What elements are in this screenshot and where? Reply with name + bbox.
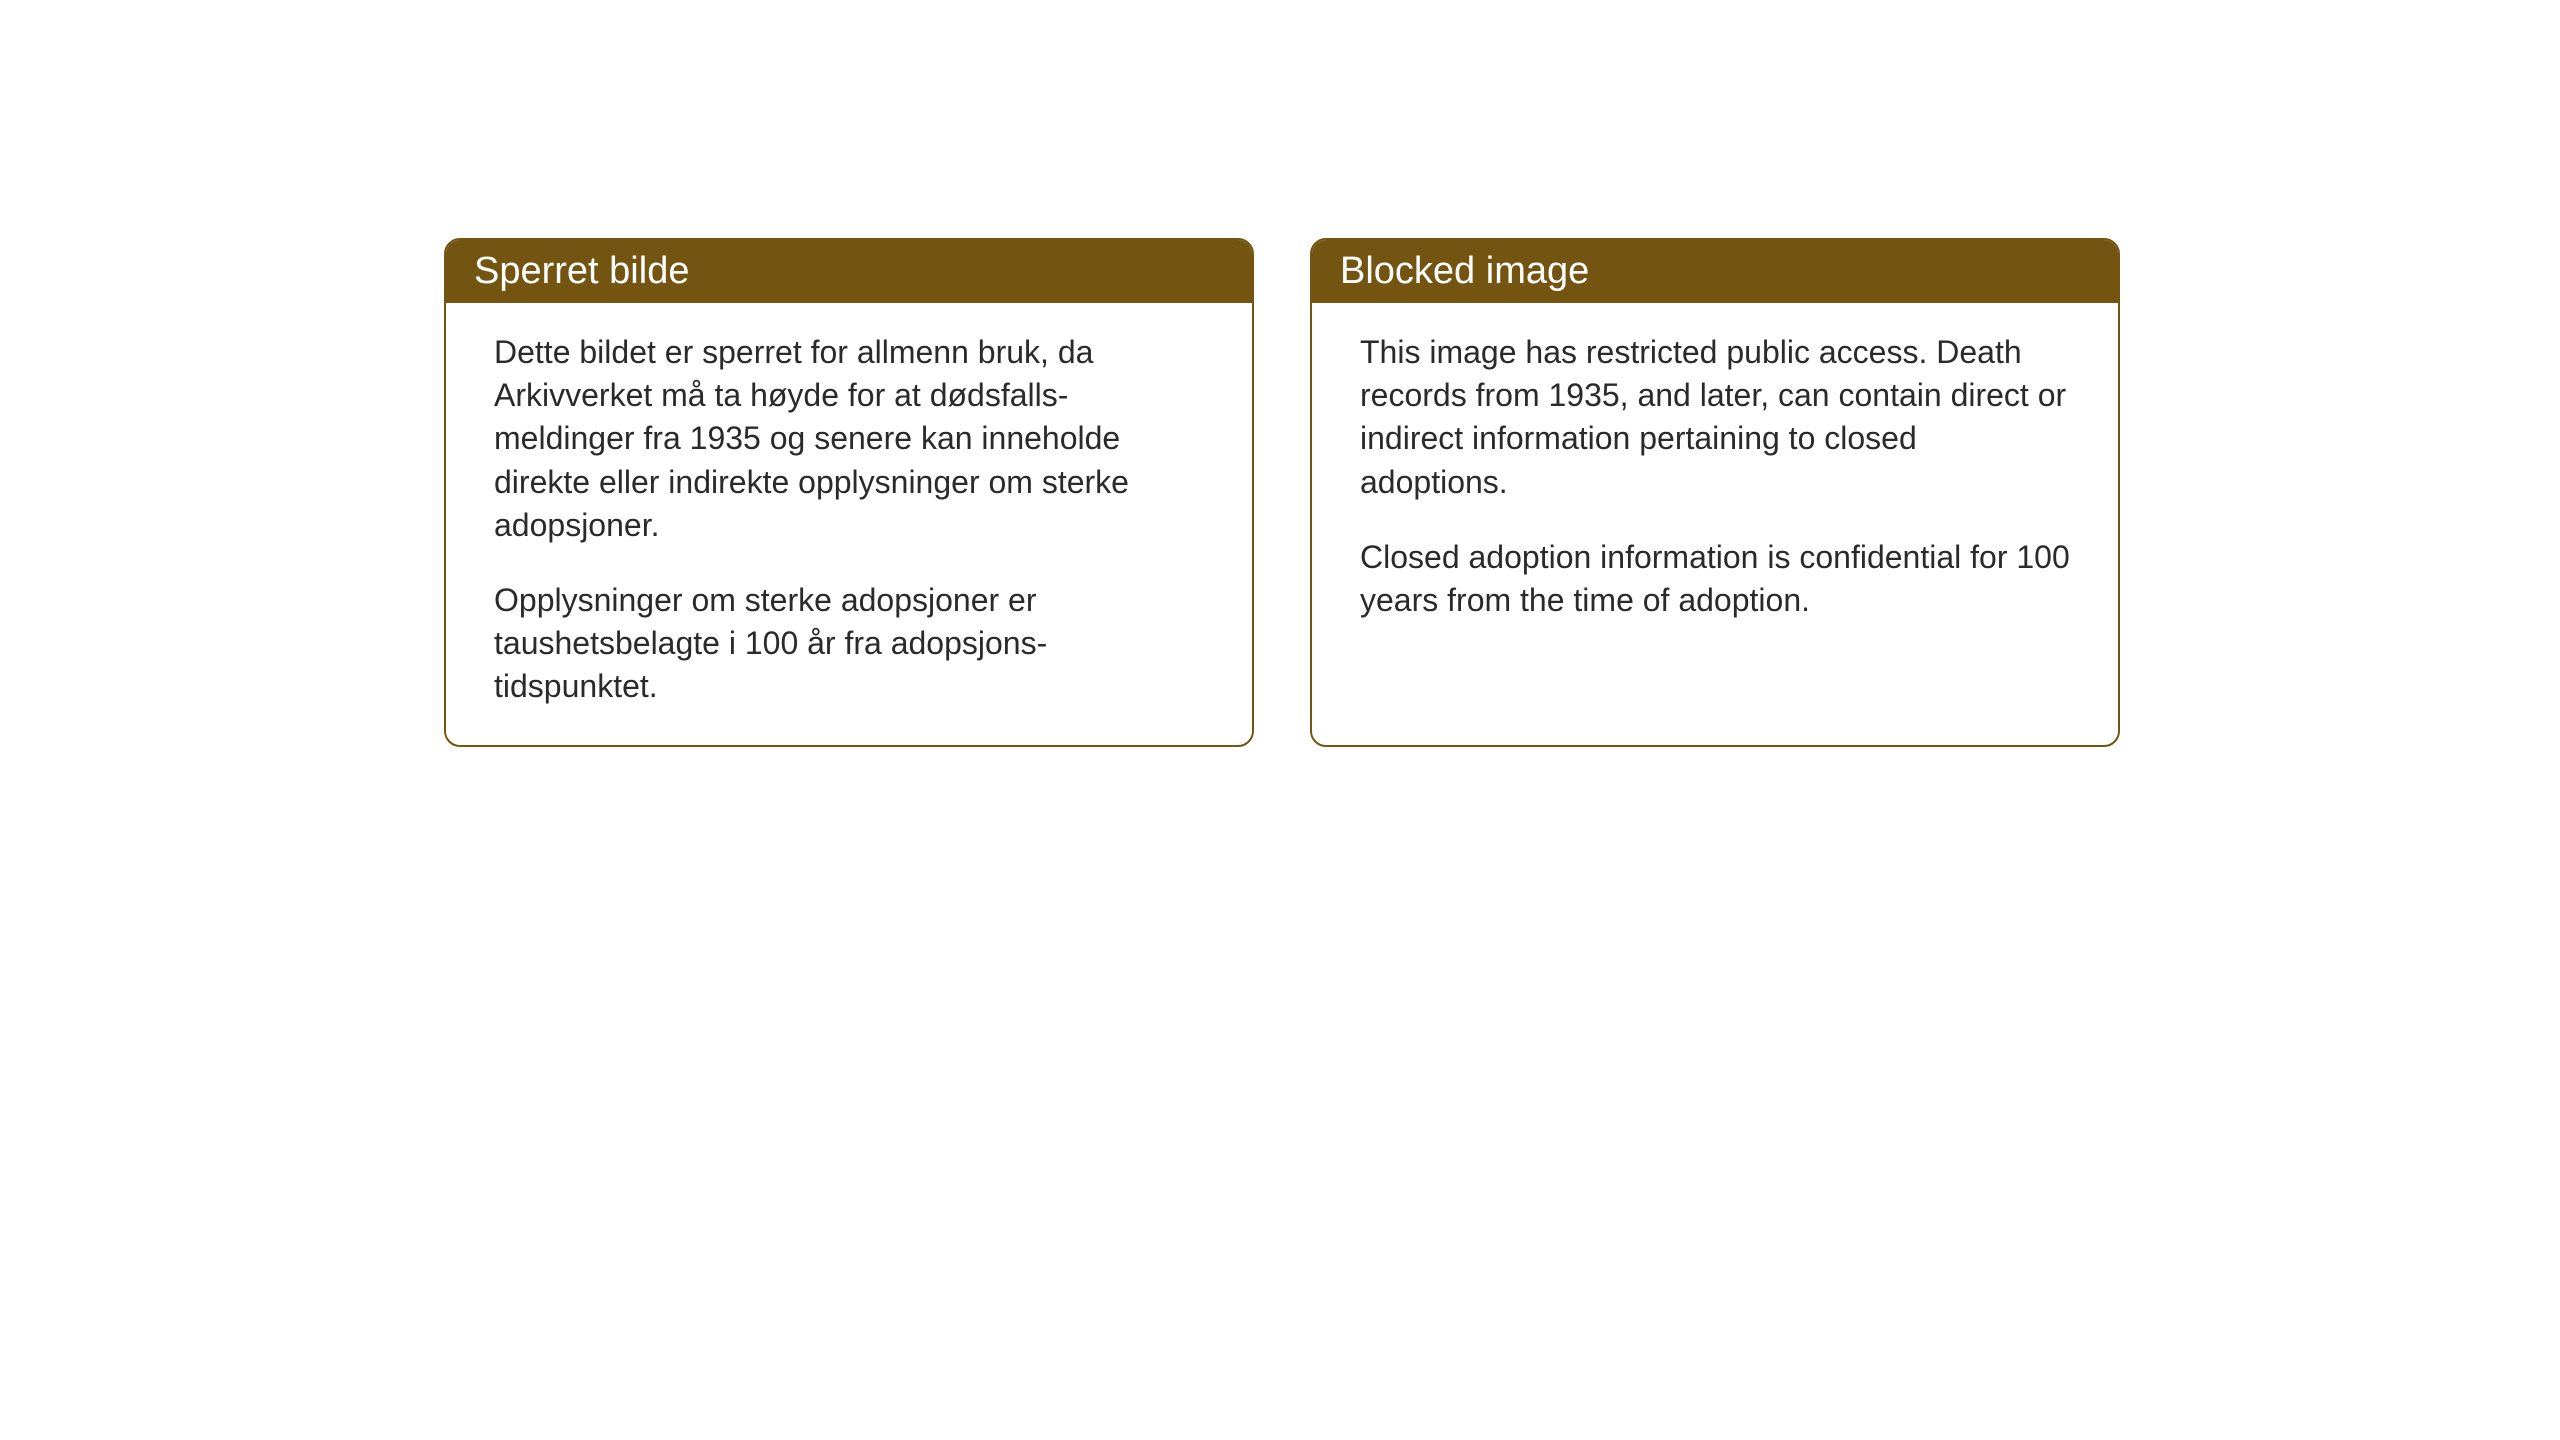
card-paragraph-1-norwegian: Dette bildet er sperret for allmenn bruk… — [494, 331, 1204, 547]
card-header-english: Blocked image — [1312, 240, 2118, 303]
notice-container: Sperret bilde Dette bildet er sperret fo… — [444, 238, 2120, 747]
notice-card-english: Blocked image This image has restricted … — [1310, 238, 2120, 747]
card-body-english: This image has restricted public access.… — [1312, 303, 2118, 658]
card-paragraph-2-norwegian: Opplysninger om sterke adopsjoner er tau… — [494, 579, 1204, 709]
card-title-norwegian: Sperret bilde — [474, 250, 689, 292]
notice-card-norwegian: Sperret bilde Dette bildet er sperret fo… — [444, 238, 1254, 747]
card-body-norwegian: Dette bildet er sperret for allmenn bruk… — [446, 303, 1252, 745]
card-paragraph-1-english: This image has restricted public access.… — [1360, 331, 2070, 504]
card-paragraph-2-english: Closed adoption information is confident… — [1360, 536, 2070, 622]
card-header-norwegian: Sperret bilde — [446, 240, 1252, 303]
card-title-english: Blocked image — [1340, 250, 1589, 292]
